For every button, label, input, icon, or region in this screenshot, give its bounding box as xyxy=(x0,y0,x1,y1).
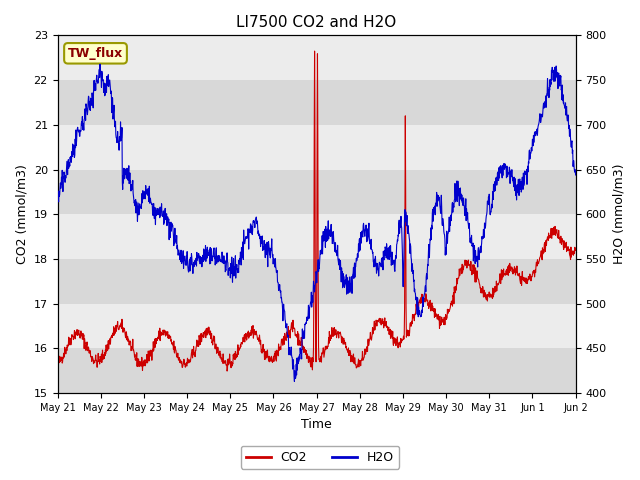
Bar xyxy=(58,36,575,80)
Bar xyxy=(58,169,575,214)
Bar xyxy=(58,348,575,393)
Bar xyxy=(58,304,575,348)
Bar xyxy=(58,125,575,169)
X-axis label: Time: Time xyxy=(301,419,332,432)
Bar xyxy=(58,259,575,304)
Text: TW_flux: TW_flux xyxy=(68,47,123,60)
Legend: CO2, H2O: CO2, H2O xyxy=(241,446,399,469)
Bar xyxy=(58,80,575,125)
Title: LI7500 CO2 and H2O: LI7500 CO2 and H2O xyxy=(236,15,397,30)
Y-axis label: H2O (mmol/m3): H2O (mmol/m3) xyxy=(612,164,625,264)
Bar xyxy=(58,214,575,259)
Y-axis label: CO2 (mmol/m3): CO2 (mmol/m3) xyxy=(15,164,28,264)
